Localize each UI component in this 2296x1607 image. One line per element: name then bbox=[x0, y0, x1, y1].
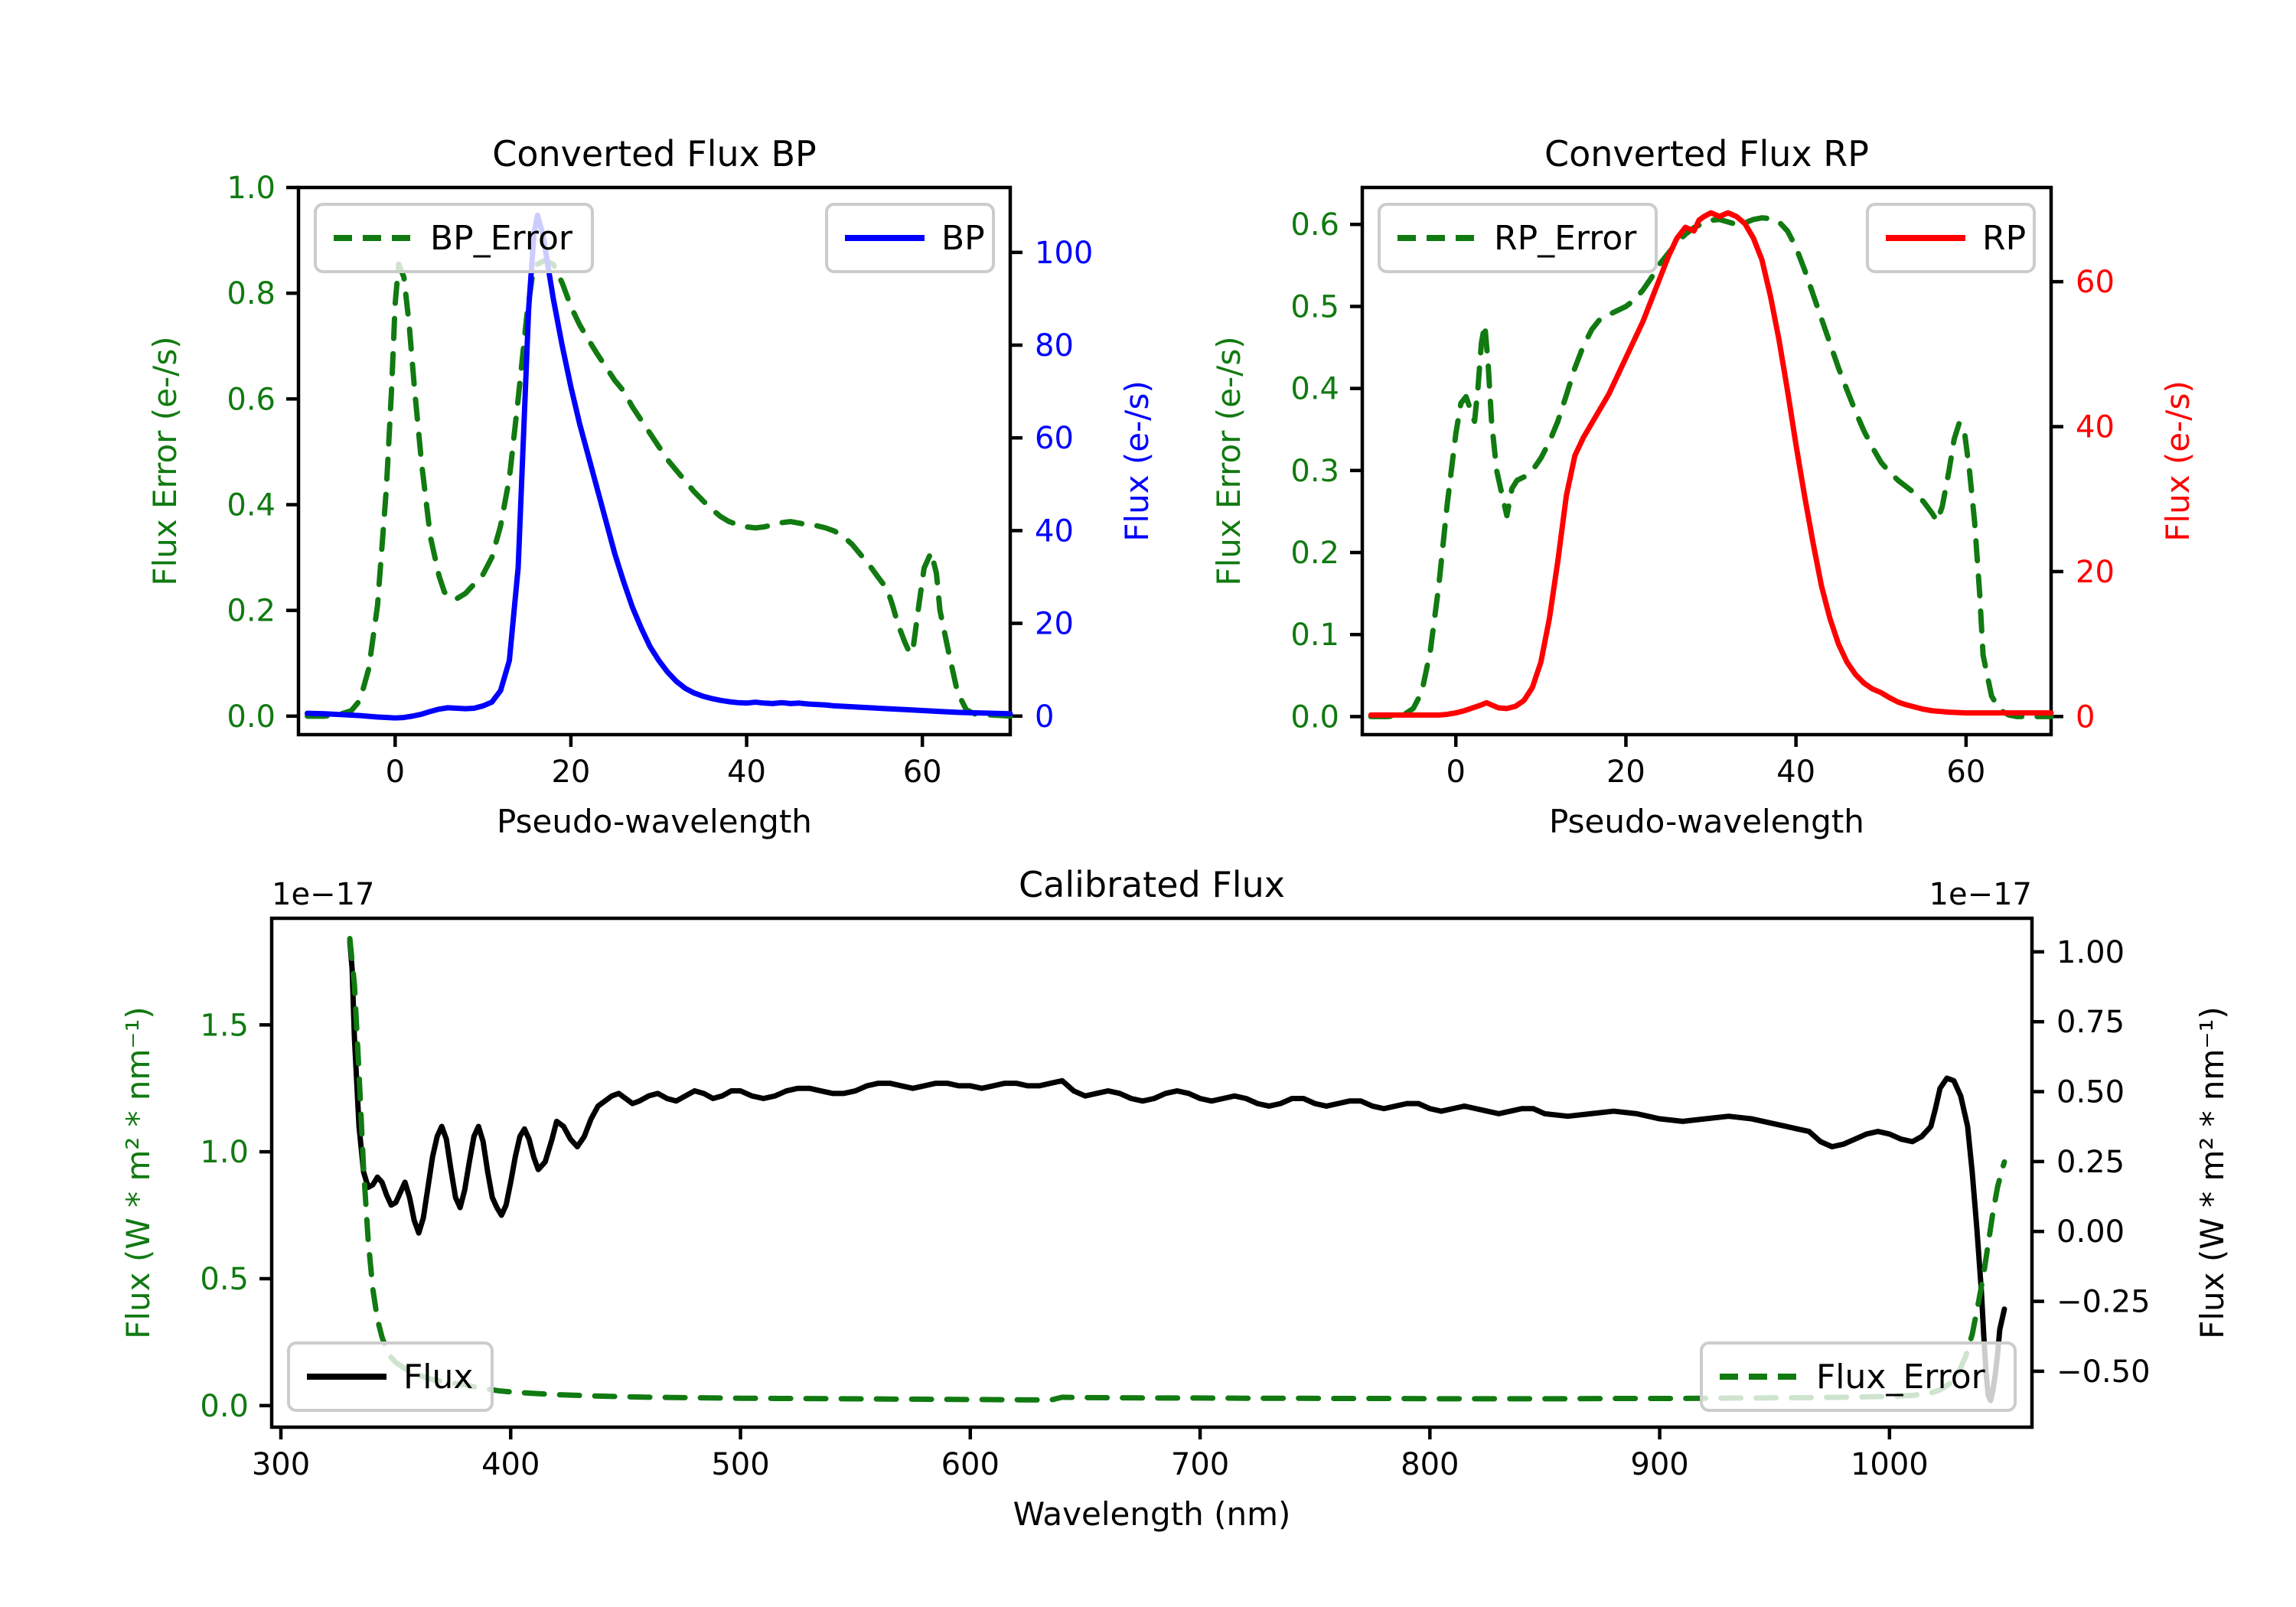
x-tick-label: 20 bbox=[1606, 755, 1645, 790]
legend-label: RP bbox=[1982, 219, 2026, 258]
axes-frame bbox=[269, 916, 2034, 1429]
legend-box bbox=[314, 203, 594, 273]
legend-box bbox=[287, 1341, 494, 1412]
y-tick-label-left: 0.4 bbox=[1290, 372, 1339, 407]
y-tick-label-right: 0.00 bbox=[2056, 1214, 2125, 1250]
y-tick-label-right: 0 bbox=[1035, 699, 1054, 735]
y-tick-label-left: 0.0 bbox=[227, 699, 276, 735]
x-tick-label: 800 bbox=[1401, 1447, 1459, 1482]
legend-label: BP bbox=[941, 219, 985, 258]
legend-box bbox=[1866, 203, 2036, 273]
y-axis-label-right: Flux (W * m² * nm⁻¹) bbox=[2193, 1006, 2231, 1339]
series-rp_error bbox=[1368, 215, 2054, 719]
y-tick-label-left: 1.0 bbox=[227, 171, 276, 206]
x-axis-label: Pseudo-wavelength bbox=[1549, 803, 1864, 840]
legend-label: Flux_Error bbox=[1816, 1358, 1986, 1397]
x-axis-label: Wavelength (nm) bbox=[1013, 1495, 1291, 1533]
series-bp_error bbox=[304, 257, 1013, 719]
x-axis-label: Pseudo-wavelength bbox=[497, 803, 812, 840]
y-tick-label-right: −0.25 bbox=[2056, 1285, 2151, 1320]
y-tick-label-right: 1.00 bbox=[2056, 935, 2125, 970]
y-axis-label-left: Flux Error (e-/s) bbox=[1210, 336, 1247, 585]
x-tick-label: 700 bbox=[1171, 1447, 1229, 1482]
legend-box bbox=[1378, 203, 1658, 273]
legend-bp[interactable]: BP bbox=[825, 203, 995, 273]
y-tick-label-right: 0.25 bbox=[2056, 1145, 2125, 1180]
series-bp bbox=[304, 212, 1013, 721]
y-tick-label-left: 1.0 bbox=[200, 1135, 249, 1170]
x-tick-label: 40 bbox=[727, 755, 766, 790]
y-tick-label-right: 80 bbox=[1035, 328, 1074, 363]
series-rp bbox=[1368, 210, 2054, 718]
y-tick-label-left: 0.2 bbox=[227, 594, 276, 629]
y-axis-label-left: Flux Error (e-/s) bbox=[146, 336, 184, 585]
y-axis-label-right: Flux (e-/s) bbox=[2159, 380, 2197, 541]
y-tick-label-left: 1.5 bbox=[200, 1008, 249, 1043]
plot-title: Calibrated Flux bbox=[1019, 864, 1285, 905]
y-tick-label-right: 60 bbox=[2076, 265, 2115, 300]
legend-rp[interactable]: RP bbox=[1866, 203, 2036, 273]
y-tick-label-left: 0.4 bbox=[227, 487, 276, 523]
y-tick-label-right: 40 bbox=[2076, 410, 2115, 445]
y-tick-label-left: 0.3 bbox=[1290, 454, 1339, 489]
legend-box bbox=[825, 203, 995, 273]
legend-bp_error[interactable]: BP_Error bbox=[314, 203, 594, 273]
y-tick-label-left: 0.6 bbox=[1290, 207, 1339, 243]
y-tick-label-left: 0.0 bbox=[200, 1389, 249, 1424]
y-axis-label-right: Flux (e-/s) bbox=[1118, 380, 1156, 541]
y-tick-label-right: 60 bbox=[1035, 421, 1074, 456]
y-tick-label-left: 0.0 bbox=[1290, 699, 1339, 735]
x-tick-label: 900 bbox=[1630, 1447, 1688, 1482]
plot-title: Converted Flux BP bbox=[492, 133, 817, 174]
x-tick-label: 500 bbox=[711, 1447, 769, 1482]
y-tick-label-left: 0.6 bbox=[227, 382, 276, 417]
x-tick-label: 20 bbox=[551, 755, 590, 790]
x-tick-label: 400 bbox=[481, 1447, 540, 1482]
x-tick-label: 300 bbox=[252, 1447, 310, 1482]
offset-label-left: 1e−17 bbox=[272, 877, 374, 912]
y-tick-label-right: 20 bbox=[2076, 555, 2115, 590]
series-flux_error bbox=[347, 936, 2007, 1403]
y-tick-label-right: 0 bbox=[2076, 699, 2095, 735]
y-tick-label-right: 0.75 bbox=[2056, 1005, 2125, 1040]
legend-flux_error[interactable]: Flux_Error bbox=[1700, 1341, 2017, 1412]
y-tick-label-right: 20 bbox=[1035, 607, 1074, 642]
y-tick-label-left: 0.1 bbox=[1290, 618, 1339, 653]
legend-label: Flux bbox=[403, 1358, 473, 1397]
axes-frame bbox=[1360, 185, 2053, 737]
x-tick-label: 0 bbox=[386, 755, 405, 790]
x-tick-label: 40 bbox=[1776, 755, 1815, 790]
legend-rp_error[interactable]: RP_Error bbox=[1378, 203, 1658, 273]
axes-frame bbox=[296, 185, 1013, 737]
y-tick-label-right: −0.50 bbox=[2056, 1354, 2151, 1390]
legend-label: BP_Error bbox=[430, 219, 573, 258]
y-tick-label-left: 0.2 bbox=[1290, 536, 1339, 571]
y-tick-label-right: 100 bbox=[1035, 236, 1093, 271]
x-tick-label: 60 bbox=[1946, 755, 1985, 790]
legend-label: RP_Error bbox=[1494, 219, 1637, 258]
offset-label-right: 1e−17 bbox=[1929, 877, 2032, 912]
y-tick-label-right: 0.50 bbox=[2056, 1075, 2125, 1110]
x-tick-label: 0 bbox=[1446, 755, 1465, 790]
legend-flux[interactable]: Flux bbox=[287, 1341, 494, 1412]
y-tick-label-left: 0.8 bbox=[227, 276, 276, 311]
y-tick-label-left: 0.5 bbox=[1290, 289, 1339, 324]
x-tick-label: 600 bbox=[941, 1447, 1000, 1482]
y-tick-label-right: 40 bbox=[1035, 513, 1074, 549]
x-tick-label: 1000 bbox=[1851, 1447, 1929, 1482]
series-flux bbox=[347, 938, 2007, 1403]
legend-box bbox=[1700, 1341, 2017, 1412]
y-tick-label-left: 0.5 bbox=[200, 1262, 249, 1297]
plot-title: Converted Flux RP bbox=[1544, 133, 1869, 174]
y-axis-label-left: Flux (W * m² * nm⁻¹) bbox=[119, 1006, 157, 1339]
x-tick-label: 60 bbox=[903, 755, 942, 790]
